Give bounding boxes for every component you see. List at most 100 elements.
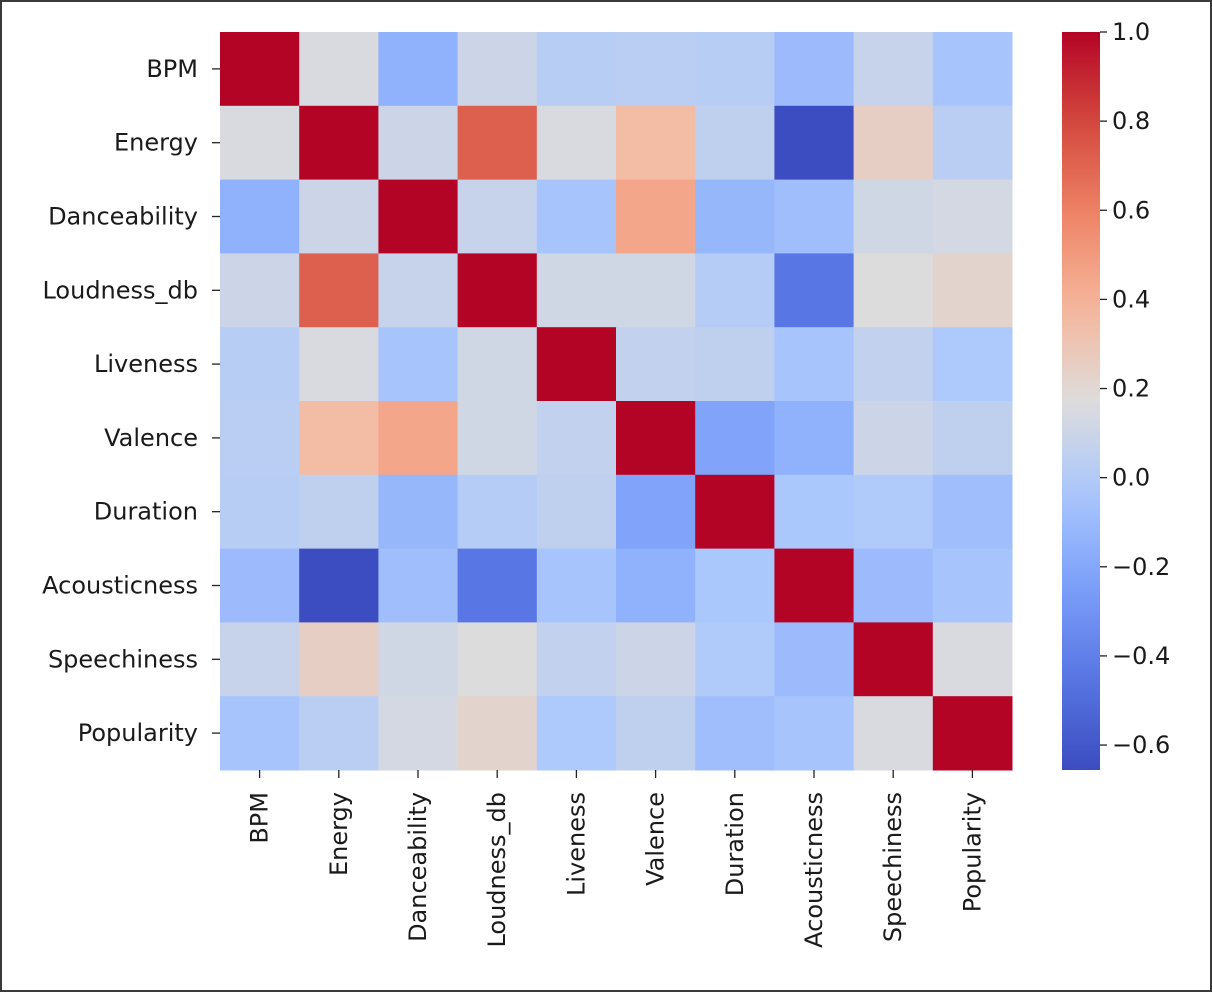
x-tick-label: Valence xyxy=(642,792,670,886)
heatmap-cell xyxy=(378,32,459,107)
y-tick-label: Valence xyxy=(104,424,198,452)
heatmap-cell xyxy=(220,327,300,402)
heatmap-cell xyxy=(695,253,775,328)
heatmap-cell xyxy=(536,253,617,328)
heatmap-cell xyxy=(220,179,300,254)
y-tick-label: Loudness_db xyxy=(42,276,198,304)
heatmap-cell xyxy=(616,696,696,771)
heatmap-cell xyxy=(853,179,934,254)
x-tick-label: Energy xyxy=(325,792,353,876)
heatmap-cell xyxy=(299,474,379,550)
heatmap-cell xyxy=(932,105,1013,181)
heatmap-cell xyxy=(853,401,934,476)
heatmap-cell xyxy=(536,474,617,550)
heatmap-cell xyxy=(616,548,696,623)
heatmap-cell xyxy=(774,327,855,402)
heatmap-cell xyxy=(932,401,1013,476)
heatmap-cell xyxy=(616,622,696,697)
colorbar-tick-label: 0.4 xyxy=(1112,285,1150,313)
colorbar xyxy=(1062,32,1100,770)
heatmap-cell xyxy=(932,696,1013,771)
colorbar-tick-label: 0.8 xyxy=(1112,107,1150,135)
heatmap-cell xyxy=(774,253,855,328)
colorbar-tick-label: −0.6 xyxy=(1112,731,1170,759)
y-tick-label: Danceability xyxy=(48,203,198,231)
heatmap-cell xyxy=(853,327,934,402)
heatmap-cell xyxy=(378,622,459,697)
heatmap-cell xyxy=(220,253,300,328)
heatmap-cell xyxy=(378,696,459,771)
heatmap-cell xyxy=(774,179,855,254)
heatmap-cell xyxy=(536,32,617,107)
heatmap-cell xyxy=(378,105,459,181)
x-tick-label: Speechiness xyxy=(879,792,907,942)
heatmap-cell xyxy=(220,105,300,181)
heatmap-cell xyxy=(299,327,379,402)
colorbar-tick-label: 0.6 xyxy=(1112,196,1150,224)
heatmap-cell xyxy=(457,548,538,623)
y-tick-label: Speechiness xyxy=(48,645,198,673)
heatmap-cell xyxy=(220,32,300,107)
heatmap-cell xyxy=(616,401,696,476)
colorbar-tick-label: 0.2 xyxy=(1112,375,1150,403)
heatmap-cell xyxy=(299,696,379,771)
x-tick-label: Loudness_db xyxy=(483,792,511,948)
heatmap-cell xyxy=(220,548,300,623)
heatmap-cell xyxy=(457,327,538,402)
heatmap-cell xyxy=(932,179,1013,254)
heatmap-cell xyxy=(774,32,855,107)
heatmap-cell xyxy=(695,548,775,623)
heatmap-cell xyxy=(378,253,459,328)
heatmap-cell xyxy=(299,548,379,623)
heatmap-cell xyxy=(695,401,775,476)
heatmap-cell xyxy=(536,327,617,402)
heatmap-cell xyxy=(616,327,696,402)
y-tick-label: Duration xyxy=(94,498,198,526)
heatmap-cell xyxy=(220,401,300,476)
heatmap-cell xyxy=(536,105,617,181)
heatmap-cell xyxy=(616,32,696,107)
heatmap-cell xyxy=(932,253,1013,328)
heatmap-cell xyxy=(299,105,379,181)
x-tick-label: Duration xyxy=(721,792,749,896)
x-tick-label: Popularity xyxy=(958,792,986,912)
heatmap-cell xyxy=(853,253,934,328)
heatmap-cell xyxy=(695,696,775,771)
heatmap-cell xyxy=(853,105,934,181)
heatmap-cell xyxy=(695,474,775,550)
x-tick-label: Acousticness xyxy=(800,792,828,948)
heatmap-cell xyxy=(378,548,459,623)
heatmap-cell xyxy=(932,32,1013,107)
heatmap-cell xyxy=(220,622,300,697)
heatmap-cell xyxy=(457,696,538,771)
heatmap-cell xyxy=(853,474,934,550)
heatmap-cell xyxy=(457,401,538,476)
colorbar-tick-label: −0.2 xyxy=(1112,553,1170,581)
heatmap-cell xyxy=(932,474,1013,550)
heatmap-cell xyxy=(695,327,775,402)
heatmap-cell xyxy=(695,105,775,181)
colorbar-tick-label: 1.0 xyxy=(1112,18,1150,46)
heatmap-cell xyxy=(932,548,1013,623)
heatmap-cell xyxy=(695,32,775,107)
heatmap-cell xyxy=(853,696,934,771)
heatmap-cell xyxy=(932,622,1013,697)
y-tick-label: Popularity xyxy=(78,719,198,747)
heatmap-cell xyxy=(853,32,934,107)
heatmap-cell xyxy=(774,105,855,181)
heatmap-cell xyxy=(616,179,696,254)
x-tick-label: Danceability xyxy=(404,792,432,942)
y-tick-label: Energy xyxy=(114,129,198,157)
heatmap-cell xyxy=(299,32,379,107)
heatmap-cell xyxy=(220,474,300,550)
heatmap-cell xyxy=(616,253,696,328)
heatmap-cell xyxy=(853,548,934,623)
heatmap-cell xyxy=(457,253,538,328)
colorbar-tick-label: 0.0 xyxy=(1112,464,1150,492)
heatmap-cell xyxy=(299,179,379,254)
heatmap-cell xyxy=(536,622,617,697)
heatmap-cell xyxy=(774,474,855,550)
heatmap-cell xyxy=(536,179,617,254)
